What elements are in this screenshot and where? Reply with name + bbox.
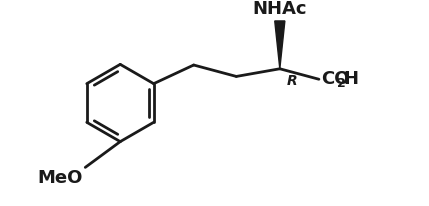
Text: NHAc: NHAc [253,0,307,18]
Text: 2: 2 [337,76,346,89]
Text: MeO: MeO [37,169,82,186]
Text: R: R [287,74,298,88]
Text: H: H [344,70,359,88]
Polygon shape [275,22,285,69]
Text: CO: CO [321,70,349,88]
